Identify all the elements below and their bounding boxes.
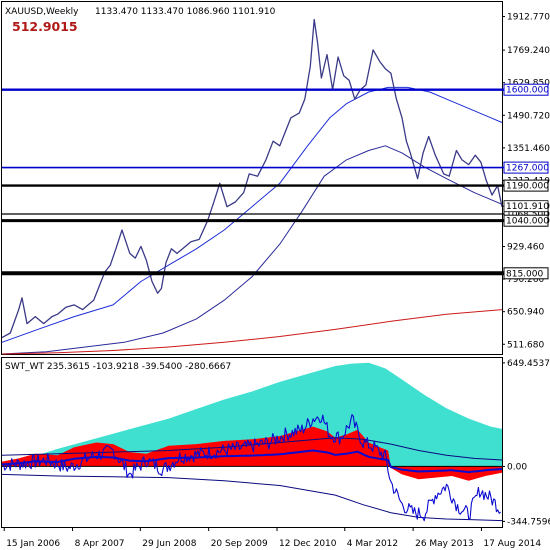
oscillator-lower-envelope: [1, 473, 503, 522]
oscillator-smooth-line: [1, 449, 503, 474]
level-tag-label: 1040.000: [506, 217, 549, 227]
fast-ma-line: [1, 86, 503, 343]
time-tick-label: 17 Aug 2014: [483, 539, 541, 549]
oscillator-header-label: SWT_WT 235.3615 -103.9218 -39.5400 -280.…: [5, 362, 231, 372]
main-ohlc-label: 1133.470 1133.470 1086.960 1101.910: [95, 7, 276, 17]
main-symbol-label: XAUUSD,Weekly: [5, 7, 79, 17]
main-y-tick-label: 1351.460: [507, 144, 550, 154]
oscillator-y-tick-label: -344.7596: [507, 517, 550, 527]
main-y-tick-label: 929.460: [507, 243, 544, 253]
price-line: [1, 18, 503, 339]
oscillator-y-tick-label: 0.00: [507, 462, 527, 472]
level-tag-box: [503, 214, 549, 227]
slow-ma-line: [1, 309, 503, 355]
oscillator-cyan-area: [2, 362, 502, 467]
time-axis: 15 Jan 2006 8 Apr 2007 29 Jun 2008 20 Sep 2…: [3, 527, 541, 549]
level-tag-label: 815.000: [506, 269, 543, 279]
main-panel: 1912.7701769.2401629.8501490.7201351.460…: [1, 1, 550, 355]
time-tick-label: 29 Jun 2008: [142, 539, 196, 549]
oscillator-y-tick-label: 649.4537: [507, 359, 550, 369]
oscillator-panel: 649.4537 0.00 -344.7596 SWT_WT 235.3615 -1…: [1, 357, 550, 528]
main-y-tick-label: 511.680: [507, 340, 544, 350]
time-tick-label: 26 May 2013: [415, 539, 474, 549]
main-panel-frame: [1, 1, 503, 355]
level-tag-label: 1267.000: [506, 164, 549, 174]
oscillator-signal-line: [1, 414, 501, 522]
current-price-tag-box: [503, 200, 549, 213]
time-tick-label: 4 Mar 2012: [347, 539, 398, 549]
main-plot-area: [1, 18, 548, 355]
time-tick-label: 20 Sep 2009: [211, 539, 268, 549]
oscillator-y-axis: 649.4537 0.00 -344.7596: [502, 359, 550, 527]
main-y-tick-label: 790.260: [507, 275, 544, 285]
main-y-tick-label: 1769.240: [507, 46, 550, 56]
time-tick-label: 12 Dec 2010: [279, 539, 337, 549]
time-tick-label: 8 Apr 2007: [75, 539, 125, 549]
level-tag-box: [503, 83, 549, 96]
main-y-tick-label: 650.940: [507, 308, 544, 318]
level-tag-box: [503, 179, 549, 192]
time-tick-label: 15 Jan 2006: [6, 539, 60, 549]
main-y-tick-label: 1490.720: [507, 111, 550, 121]
level-tag-box: [503, 267, 549, 280]
oscillator-red-area: [2, 426, 502, 481]
level-tag-label: 1600.000: [506, 86, 549, 96]
main-y-tick-label: 1912.770: [507, 13, 550, 23]
level-tag-label: 1190.000: [506, 182, 549, 192]
level-tag-box: [503, 161, 549, 174]
oscillator-plot-area: [1, 362, 503, 522]
indicator-value-label: 512.9015: [12, 19, 78, 34]
current-price-tag-label: 1101.910: [506, 202, 549, 212]
main-y-axis: 1912.7701769.2401629.8501490.7201351.460…: [502, 13, 550, 350]
